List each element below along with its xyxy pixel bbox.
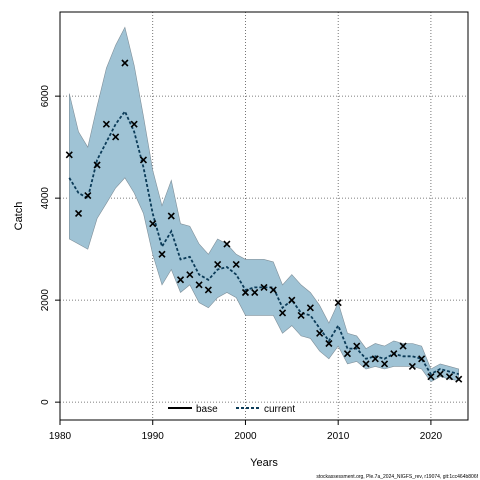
y-axis: 0 2000 4000 6000 xyxy=(40,85,60,405)
observed-point xyxy=(278,309,287,317)
observed-point xyxy=(334,299,342,307)
y-tick-label: 2000 xyxy=(40,289,51,312)
observed-point xyxy=(214,260,222,269)
observed-point xyxy=(93,161,101,169)
observed-point xyxy=(418,355,426,363)
observed-point xyxy=(380,360,389,368)
observed-point xyxy=(436,370,444,378)
legend: base current xyxy=(168,404,295,415)
observed-point xyxy=(65,151,73,159)
x-tick-label: 2020 xyxy=(420,431,443,442)
observed-point xyxy=(306,304,314,312)
observed-point xyxy=(390,350,398,358)
x-tick-label: 2010 xyxy=(327,431,350,442)
observed-point xyxy=(241,288,250,297)
y-tick-label: 6000 xyxy=(40,85,51,108)
observed-point xyxy=(260,283,268,291)
observed-point xyxy=(455,375,463,383)
observed-point xyxy=(269,286,277,294)
observed-point xyxy=(186,271,194,279)
observed-point xyxy=(112,133,120,141)
observed-point xyxy=(399,342,407,350)
footer-note: stockassessment.org, Ple.7a_2024_NIGFS_r… xyxy=(316,474,478,480)
observed-point xyxy=(445,373,454,381)
observed-point xyxy=(251,288,259,297)
observed-point xyxy=(158,250,166,258)
observed-point xyxy=(167,212,175,220)
observed-point xyxy=(343,350,352,358)
observed-point xyxy=(130,120,138,128)
confidence-band-area xyxy=(69,26,460,383)
observed-point xyxy=(408,362,416,371)
observed-point xyxy=(371,355,379,363)
plot-frame xyxy=(59,11,469,421)
observed-point xyxy=(204,286,212,294)
x-axis-title: Years xyxy=(250,457,278,469)
legend-label-base: base xyxy=(196,404,218,415)
x-tick-label: 1980 xyxy=(49,431,72,442)
observed-point xyxy=(223,240,231,248)
observed-point xyxy=(74,209,83,218)
confidence-band xyxy=(69,26,460,383)
observed-point xyxy=(288,296,296,304)
legend-label-current: current xyxy=(264,404,295,415)
x-axis: 1980 1990 2000 2010 2020 xyxy=(49,420,443,442)
y-tick-label: 0 xyxy=(40,399,51,405)
observed-point xyxy=(176,276,185,284)
observed-point xyxy=(232,260,240,269)
observed-point xyxy=(297,311,305,320)
observed-point xyxy=(139,156,148,164)
x-tick-label: 1990 xyxy=(142,431,165,442)
observed-point xyxy=(149,220,157,228)
observed-point xyxy=(195,281,203,289)
y-tick-label: 4000 xyxy=(40,187,51,210)
observed-point xyxy=(353,342,361,350)
observed-point xyxy=(362,360,370,368)
observed-points xyxy=(65,59,463,383)
observed-point xyxy=(102,120,110,128)
y-axis-title: Catch xyxy=(13,202,25,231)
x-tick-label: 2000 xyxy=(234,431,257,442)
observed-point xyxy=(84,192,92,200)
observed-point xyxy=(121,59,129,67)
observed-point xyxy=(325,339,333,348)
observed-point xyxy=(316,329,324,337)
observed-point xyxy=(427,373,435,381)
